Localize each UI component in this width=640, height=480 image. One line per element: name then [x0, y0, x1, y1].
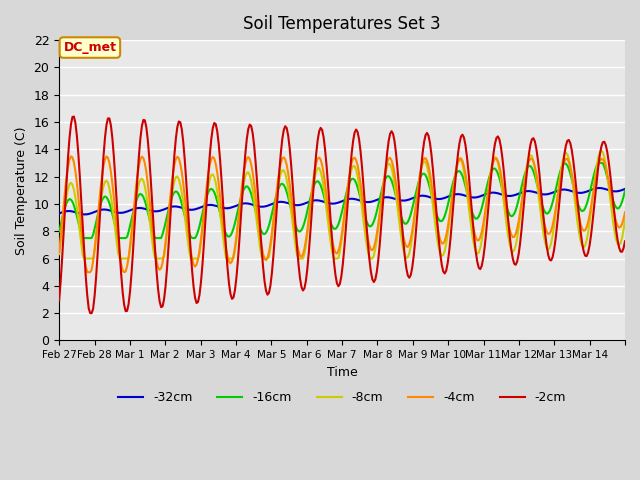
- -8cm: [55, 251, 63, 257]
- -16cm: [620, 194, 627, 200]
- -4cm: [620, 216, 627, 222]
- Line: -2cm: -2cm: [59, 117, 625, 313]
- -16cm: [348, 176, 355, 182]
- -32cm: [348, 196, 355, 202]
- -4cm: [461, 171, 469, 177]
- Title: Soil Temperatures Set 3: Soil Temperatures Set 3: [243, 15, 441, 33]
- -8cm: [74, 216, 82, 222]
- -32cm: [621, 186, 629, 192]
- -32cm: [55, 211, 63, 216]
- Line: -16cm: -16cm: [59, 163, 625, 238]
- -16cm: [621, 188, 629, 193]
- -16cm: [93, 213, 101, 218]
- -2cm: [620, 245, 627, 251]
- -4cm: [546, 231, 554, 237]
- Text: DC_met: DC_met: [63, 41, 116, 54]
- -2cm: [70, 114, 78, 120]
- -2cm: [621, 239, 629, 244]
- Y-axis label: Soil Temperature (C): Soil Temperature (C): [15, 126, 28, 254]
- -4cm: [55, 250, 63, 255]
- -16cm: [55, 229, 63, 235]
- -2cm: [461, 142, 469, 148]
- -32cm: [460, 192, 468, 198]
- -2cm: [349, 138, 357, 144]
- -2cm: [86, 310, 94, 316]
- -4cm: [95, 201, 103, 207]
- -2cm: [76, 174, 84, 180]
- -4cm: [76, 210, 84, 216]
- -8cm: [348, 166, 355, 172]
- -32cm: [81, 212, 88, 217]
- -4cm: [621, 209, 629, 215]
- -16cm: [545, 210, 552, 216]
- -8cm: [598, 148, 605, 154]
- Line: -8cm: -8cm: [59, 151, 625, 259]
- -4cm: [67, 154, 75, 159]
- Line: -32cm: -32cm: [59, 188, 625, 215]
- -8cm: [460, 168, 468, 174]
- -4cm: [83, 269, 91, 275]
- -2cm: [95, 227, 103, 233]
- -16cm: [79, 235, 86, 241]
- -32cm: [93, 208, 101, 214]
- -32cm: [596, 185, 604, 191]
- Legend: -32cm, -16cm, -8cm, -4cm, -2cm: -32cm, -16cm, -8cm, -4cm, -2cm: [113, 386, 572, 409]
- -8cm: [620, 228, 627, 233]
- -2cm: [55, 298, 63, 303]
- -32cm: [620, 187, 627, 192]
- -32cm: [74, 210, 82, 216]
- -8cm: [621, 217, 629, 223]
- -16cm: [460, 178, 468, 183]
- -2cm: [546, 257, 554, 263]
- -16cm: [595, 160, 602, 166]
- -4cm: [349, 156, 357, 161]
- -8cm: [93, 224, 101, 230]
- -32cm: [545, 191, 552, 197]
- -8cm: [545, 247, 552, 252]
- X-axis label: Time: Time: [326, 366, 358, 379]
- -8cm: [81, 256, 88, 262]
- -16cm: [74, 219, 82, 225]
- Line: -4cm: -4cm: [59, 156, 625, 272]
